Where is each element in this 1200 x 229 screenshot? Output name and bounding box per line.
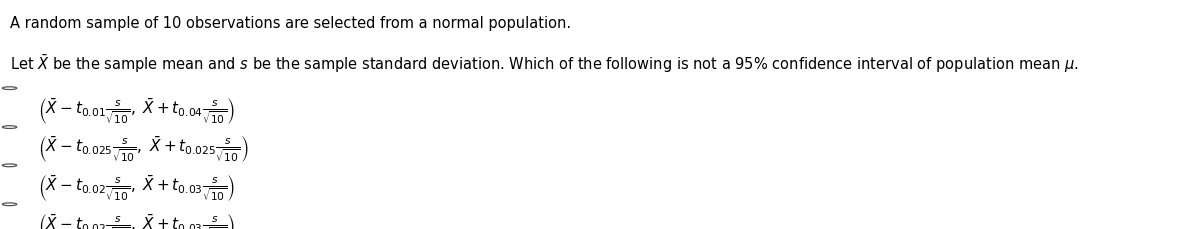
Text: $\left(\bar{X} - t_{0.025}\frac{s}{\sqrt{10}},\ \bar{X} + t_{0.025}\frac{s}{\sqr: $\left(\bar{X} - t_{0.025}\frac{s}{\sqrt… (38, 134, 250, 164)
Text: $\left(\bar{X} - t_{0.02}\frac{s}{\sqrt{10}},\ \bar{X} + t_{0.03}\frac{s}{\sqrt{: $\left(\bar{X} - t_{0.02}\frac{s}{\sqrt{… (38, 173, 235, 203)
Text: $\left(\bar{X} - t_{0.01}\frac{s}{\sqrt{10}},\ \bar{X} + t_{0.04}\frac{s}{\sqrt{: $\left(\bar{X} - t_{0.01}\frac{s}{\sqrt{… (38, 96, 235, 126)
Text: Let $\bar{X}$ be the sample mean and $s$ be the sample standard deviation. Which: Let $\bar{X}$ be the sample mean and $s$… (10, 53, 1079, 75)
Text: A random sample of 10 observations are selected from a normal population.: A random sample of 10 observations are s… (10, 16, 571, 31)
Text: $\left(\bar{X} - t_{0.02}\frac{s}{\sqrt{10}},\ \bar{X} + t_{0.03}\frac{s}{\sqrt{: $\left(\bar{X} - t_{0.02}\frac{s}{\sqrt{… (38, 212, 235, 229)
